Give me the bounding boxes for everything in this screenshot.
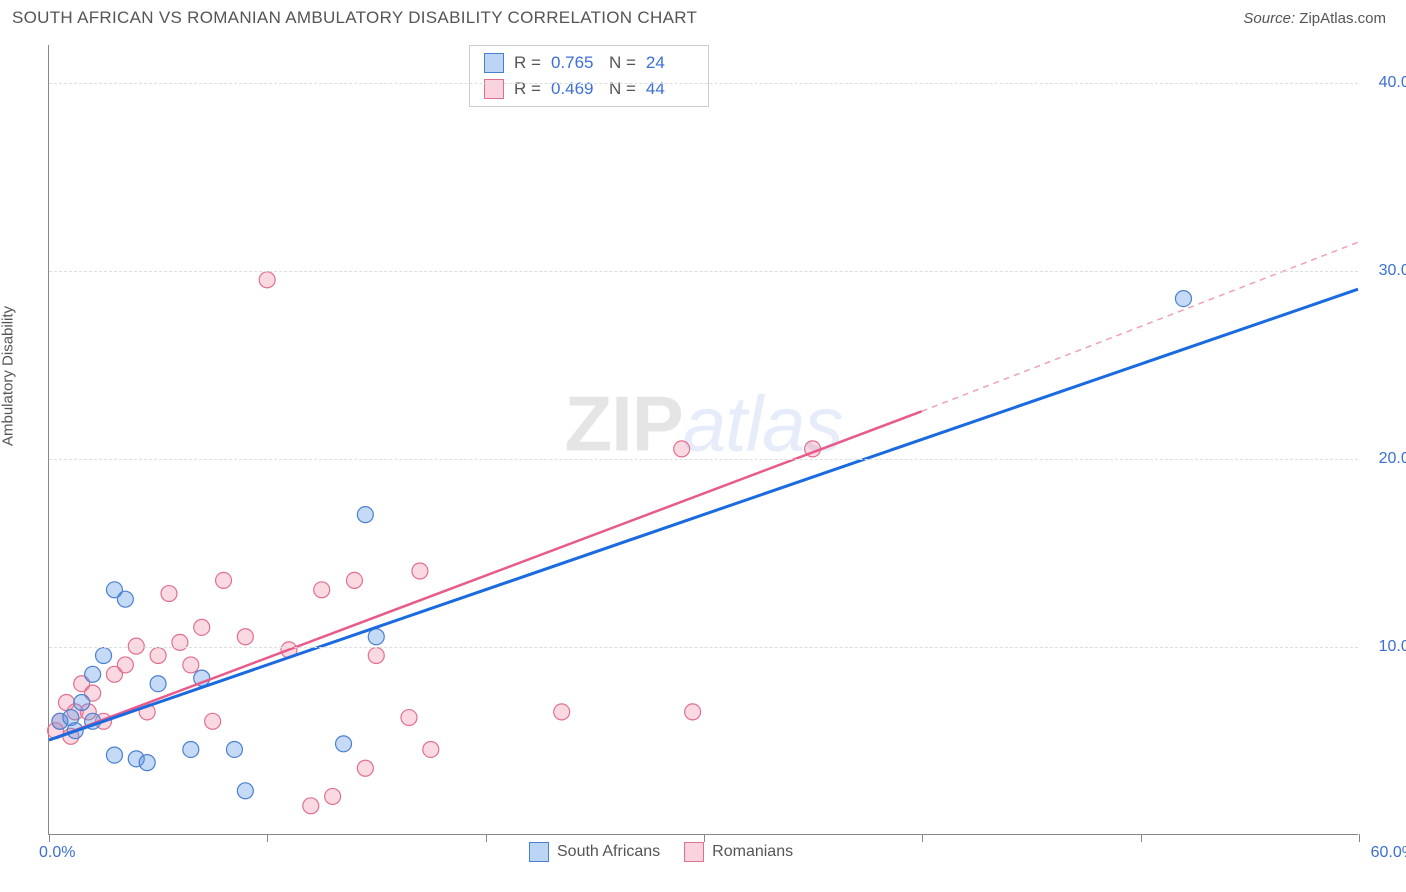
r-label: R =	[514, 53, 541, 73]
x-tick	[922, 834, 923, 842]
swatch-pink-icon	[684, 842, 704, 862]
legend-row-blue: R = 0.765 N = 24	[484, 50, 694, 76]
data-point-blue	[226, 741, 242, 757]
data-point-pink	[161, 586, 177, 602]
correlation-legend: R = 0.765 N = 24 R = 0.469 N = 44	[469, 45, 709, 107]
data-point-pink	[685, 704, 701, 720]
data-point-blue	[139, 755, 155, 771]
r-value-blue: 0.765	[551, 53, 599, 73]
data-point-blue	[150, 676, 166, 692]
data-point-pink	[325, 788, 341, 804]
data-point-blue	[336, 736, 352, 752]
chart-source: Source: ZipAtlas.com	[1243, 10, 1386, 27]
data-point-pink	[368, 648, 384, 664]
data-point-pink	[314, 582, 330, 598]
data-point-blue	[106, 747, 122, 763]
x-max-label: 60.0%	[1371, 844, 1406, 862]
data-point-blue	[237, 783, 253, 799]
data-point-pink	[194, 619, 210, 635]
data-point-pink	[172, 634, 188, 650]
swatch-blue-icon	[484, 53, 504, 73]
legend-label-blue: South Africans	[557, 843, 660, 861]
data-point-pink	[357, 760, 373, 776]
data-point-blue	[74, 695, 90, 711]
y-axis-label: Ambulatory Disability	[0, 306, 17, 446]
x-min-label: 0.0%	[39, 844, 75, 862]
data-point-blue	[183, 741, 199, 757]
data-point-blue	[368, 629, 384, 645]
data-point-blue	[357, 507, 373, 523]
x-tick	[704, 834, 705, 842]
data-point-pink	[412, 563, 428, 579]
trendline-pink	[49, 411, 922, 740]
n-label: N =	[609, 53, 636, 73]
data-point-pink	[346, 572, 362, 588]
y-tick-label: 10.0%	[1379, 638, 1406, 656]
y-tick-label: 30.0%	[1379, 262, 1406, 280]
data-point-pink	[303, 798, 319, 814]
data-point-pink	[205, 713, 221, 729]
swatch-blue-icon	[529, 842, 549, 862]
legend-row-pink: R = 0.469 N = 44	[484, 76, 694, 102]
x-tick	[1359, 834, 1360, 842]
data-point-blue	[117, 591, 133, 607]
x-tick	[49, 834, 50, 842]
x-tick	[486, 834, 487, 842]
data-point-pink	[554, 704, 570, 720]
y-tick-label: 40.0%	[1379, 74, 1406, 92]
data-point-pink	[150, 648, 166, 664]
data-point-blue	[1175, 291, 1191, 307]
data-point-pink	[423, 741, 439, 757]
gridline	[49, 271, 1358, 272]
source-label: Source:	[1243, 10, 1295, 27]
x-tick	[1141, 834, 1142, 842]
plot-area: ZIPatlas R = 0.765 N = 24 R = 0.469 N = …	[48, 45, 1358, 835]
data-point-pink	[216, 572, 232, 588]
source-name: ZipAtlas.com	[1299, 10, 1386, 27]
data-point-pink	[237, 629, 253, 645]
gridline	[49, 647, 1358, 648]
data-point-pink	[117, 657, 133, 673]
data-point-pink	[674, 441, 690, 457]
trendline-blue	[49, 289, 1358, 740]
series-legend: South Africans Romanians	[529, 842, 793, 862]
x-tick	[267, 834, 268, 842]
data-point-pink	[183, 657, 199, 673]
data-point-blue	[85, 666, 101, 682]
data-point-pink	[259, 272, 275, 288]
chart-header: SOUTH AFRICAN VS ROMANIAN AMBULATORY DIS…	[0, 0, 1406, 28]
legend-item-blue: South Africans	[529, 842, 660, 862]
n-value-blue: 24	[646, 53, 694, 73]
gridline	[49, 459, 1358, 460]
data-point-pink	[401, 710, 417, 726]
gridline	[49, 83, 1358, 84]
legend-item-pink: Romanians	[684, 842, 793, 862]
chart-svg	[49, 45, 1358, 834]
legend-label-pink: Romanians	[712, 843, 793, 861]
chart-title: SOUTH AFRICAN VS ROMANIAN AMBULATORY DIS…	[12, 8, 697, 28]
data-point-blue	[96, 648, 112, 664]
trendline-pink-extrapolated	[922, 242, 1358, 411]
y-tick-label: 20.0%	[1379, 450, 1406, 468]
